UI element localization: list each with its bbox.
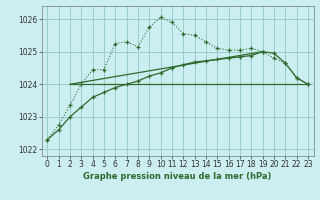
X-axis label: Graphe pression niveau de la mer (hPa): Graphe pression niveau de la mer (hPa) [84,172,272,181]
